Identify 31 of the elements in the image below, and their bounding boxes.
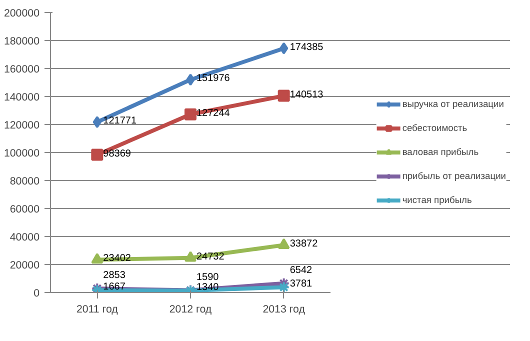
data-label: 127244 [196,108,230,119]
y-tick-label: 160000 [4,64,40,76]
y-tick-label: 0 [34,288,40,300]
x-tick-label: 2012 год [169,304,212,316]
y-tick-label: 80000 [10,176,40,188]
data-label: 33872 [290,238,318,250]
legend-label: прибыль от реализации [402,170,506,182]
data-label: 140513 [290,89,324,100]
y-tick-label: 20000 [10,260,40,272]
data-label: 3781 [290,278,313,290]
data-label: 98369 [103,148,132,160]
data-label: 2853 [103,270,126,282]
data-label: 121771 [103,116,137,127]
data-label: 6542 [290,264,313,276]
data-label: 1590 [196,272,220,283]
y-tick-label: 60000 [10,204,40,216]
y-tick-label: 200000 [4,8,40,20]
data-label: 24732 [196,251,225,262]
legend-label: себестоимость [402,122,468,134]
y-tick-label: 100000 [4,148,40,160]
legend-label: выручка от реализации [402,98,504,110]
data-label: 151976 [196,73,230,84]
y-tick-label: 180000 [4,36,40,48]
x-tick-label: 2011 год [76,304,119,316]
legend-label: валовая прибыль [402,146,479,158]
y-tick-label: 120000 [4,120,40,132]
y-tick-label: 40000 [10,232,40,244]
legend-label: чистая прибыль [402,194,472,206]
y-tick-label: 140000 [4,92,40,104]
data-label: 174385 [290,42,324,53]
x-tick-label: 2013 год [262,304,306,316]
